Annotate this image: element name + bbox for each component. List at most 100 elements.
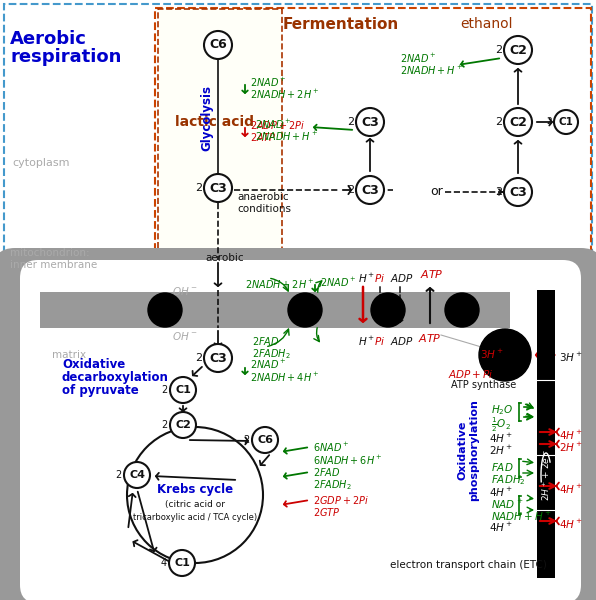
Circle shape (504, 108, 532, 136)
Text: anaerobic: anaerobic (237, 192, 288, 202)
Text: $2NADH+2H^+$: $2NADH+2H^+$ (245, 278, 315, 291)
Circle shape (356, 176, 384, 204)
FancyBboxPatch shape (158, 9, 282, 270)
Text: $4H^+$: $4H^+$ (489, 432, 513, 445)
Text: $4H^+$: $4H^+$ (559, 483, 583, 496)
Text: $NADH+H^+$: $NADH+H^+$ (491, 510, 552, 523)
Text: Oxidative: Oxidative (62, 358, 125, 371)
Text: $3H^+$: $3H^+$ (559, 351, 583, 364)
Text: Glycolysis: Glycolysis (200, 85, 213, 151)
Circle shape (204, 344, 232, 372)
Text: $6NADH+6H^+$: $6NADH+6H^+$ (313, 454, 383, 467)
Text: C3: C3 (209, 352, 227, 364)
Bar (40, 292, 510, 328)
Circle shape (504, 36, 532, 64)
Text: $2NAD^+$: $2NAD^+$ (255, 118, 291, 131)
Text: respiration: respiration (10, 48, 122, 66)
Text: Krebs cycle: Krebs cycle (157, 484, 233, 497)
Bar (537, 290, 555, 578)
Circle shape (204, 174, 232, 202)
Circle shape (124, 462, 150, 488)
Text: 2: 2 (495, 45, 502, 55)
Text: 2: 2 (195, 353, 202, 363)
Text: 2: 2 (347, 185, 354, 195)
Text: of pyruvate: of pyruvate (62, 384, 139, 397)
Text: $H_2O$: $H_2O$ (491, 403, 514, 417)
Circle shape (252, 427, 278, 453)
Text: C1: C1 (175, 385, 191, 395)
Text: $2NAD^+$: $2NAD^+$ (250, 76, 287, 89)
Text: $2FAD$: $2FAD$ (252, 335, 280, 347)
Text: C3: C3 (361, 115, 379, 128)
Text: 2: 2 (244, 435, 250, 445)
Circle shape (170, 377, 196, 403)
Text: $3H^+$: $3H^+$ (480, 348, 504, 361)
Circle shape (204, 31, 232, 59)
Text: $NAD^+$: $NAD^+$ (491, 498, 523, 511)
Text: $2NAD^+$: $2NAD^+$ (320, 276, 356, 289)
Text: $2NAD^+$: $2NAD^+$ (400, 52, 437, 65)
Text: 2: 2 (116, 470, 122, 480)
Text: C2: C2 (509, 43, 527, 56)
FancyBboxPatch shape (0, 248, 596, 600)
Text: matrix: matrix (52, 350, 86, 360)
FancyBboxPatch shape (20, 260, 581, 600)
Text: $2FADH_2$: $2FADH_2$ (313, 478, 352, 492)
Text: $H^+$: $H^+$ (358, 272, 375, 285)
Text: $4H^+$: $4H^+$ (489, 521, 513, 534)
Circle shape (169, 550, 195, 576)
Text: mitochondrion:
inner membrane: mitochondrion: inner membrane (10, 248, 97, 269)
Text: C1: C1 (558, 117, 573, 127)
Text: Aerobic: Aerobic (10, 30, 87, 48)
Text: C3: C3 (361, 184, 379, 196)
Circle shape (371, 293, 405, 327)
Circle shape (148, 293, 182, 327)
Text: $4H^+$: $4H^+$ (489, 486, 513, 499)
Text: $ADP$: $ADP$ (390, 335, 414, 347)
Text: $H^+$: $H^+$ (358, 335, 375, 348)
Text: C2: C2 (175, 420, 191, 430)
Text: $ATP$: $ATP$ (418, 332, 442, 344)
Circle shape (170, 412, 196, 438)
Text: 4: 4 (161, 558, 167, 568)
Text: 2: 2 (195, 183, 202, 193)
Text: $FADH_2$: $FADH_2$ (491, 473, 526, 487)
Circle shape (504, 178, 532, 206)
Text: C3: C3 (509, 185, 527, 199)
Text: $2H^++2e^-$: $2H^++2e^-$ (540, 449, 552, 501)
Text: $2NADH+H^+$: $2NADH+H^+$ (400, 64, 463, 77)
Circle shape (479, 329, 531, 381)
Text: $OH^-$: $OH^-$ (172, 330, 197, 342)
Text: C4: C4 (129, 470, 145, 480)
Text: 2: 2 (547, 118, 552, 127)
Text: $ATP$: $ATP$ (420, 268, 443, 280)
Text: 2: 2 (347, 117, 354, 127)
Text: ATP synthase: ATP synthase (451, 380, 516, 390)
Text: $2ATP$: $2ATP$ (250, 131, 277, 143)
Text: $2FADH_2$: $2FADH_2$ (252, 347, 291, 361)
Text: $2NAD^+$: $2NAD^+$ (250, 358, 287, 371)
Text: $2H^+$: $2H^+$ (559, 441, 583, 454)
Text: tricarboxylic acid / TCA cycle): tricarboxylic acid / TCA cycle) (133, 512, 257, 521)
Text: (citric acid or: (citric acid or (165, 500, 225, 509)
Text: aerobic: aerobic (205, 253, 244, 263)
Text: cytoplasm: cytoplasm (12, 158, 70, 168)
Text: $ADP$: $ADP$ (390, 272, 414, 284)
Text: $2FAD$: $2FAD$ (313, 466, 340, 478)
Circle shape (445, 293, 479, 327)
Circle shape (127, 427, 263, 563)
Text: C6: C6 (209, 38, 227, 52)
Text: $4H^+$: $4H^+$ (559, 518, 583, 531)
Text: $4H^+$: $4H^+$ (559, 429, 583, 442)
Text: decarboxylation: decarboxylation (62, 371, 169, 384)
Text: C6: C6 (257, 435, 273, 445)
Text: $6NAD^+$: $6NAD^+$ (313, 441, 350, 454)
Text: $2NADH+2H^+$: $2NADH+2H^+$ (250, 88, 319, 101)
Text: Fermentation: Fermentation (283, 17, 399, 32)
Text: C2: C2 (509, 115, 527, 128)
Text: 2: 2 (162, 420, 168, 430)
Text: $Pi$: $Pi$ (374, 335, 385, 347)
Circle shape (356, 108, 384, 136)
Text: conditions: conditions (237, 204, 291, 214)
Text: 2: 2 (495, 117, 502, 127)
